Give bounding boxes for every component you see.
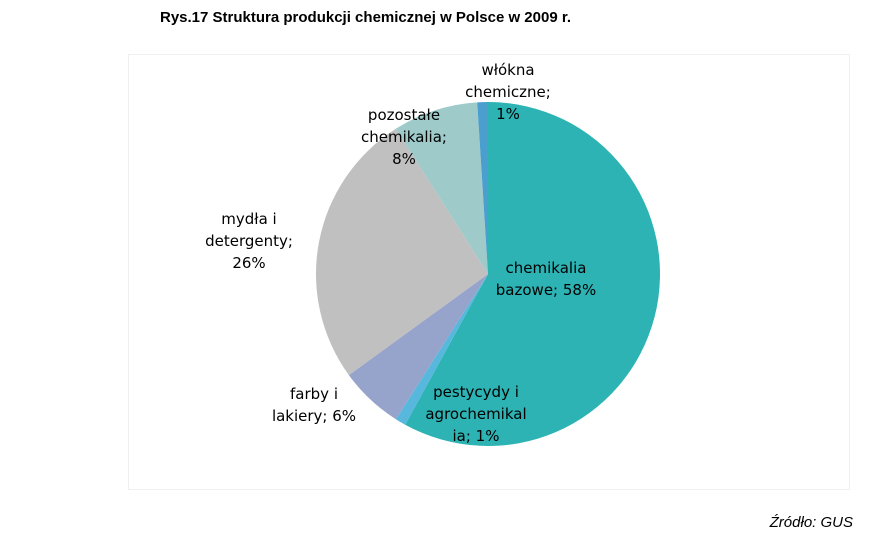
- slice-label-line: 1%: [496, 105, 520, 123]
- slice-label-line: pozostałe: [367, 106, 441, 124]
- slice-label-0: chemikalia bazowe; 58%: [496, 257, 596, 301]
- pie-slice-0: [405, 102, 661, 446]
- slice-label-line: detergenty;: [205, 232, 293, 250]
- slice-label-line: bazowe; 58%: [495, 281, 597, 299]
- slice-label-line: agrochemikal: [425, 405, 527, 423]
- pie-slice-4: [395, 102, 488, 274]
- slice-label-line: chemiczne;: [465, 83, 551, 101]
- pie-slice-3: [316, 128, 488, 376]
- slice-label-line: mydła i: [221, 210, 277, 228]
- slice-label-line: chemikalia: [505, 259, 587, 277]
- slice-label-line: farby i: [290, 385, 338, 403]
- slice-label-line: włókna: [481, 61, 535, 79]
- slice-label-3: mydła i detergenty; 26%: [205, 208, 293, 274]
- slice-label-5: włókna chemiczne; 1%: [465, 59, 551, 125]
- slice-label-4: pozostałe chemikalia; 8%: [361, 104, 447, 170]
- pie-slice-2: [348, 274, 488, 420]
- chart-area: [128, 54, 850, 490]
- slice-label-1: pestycydy i agrochemikal ia; 1%: [425, 381, 526, 447]
- slice-label-line: chemikalia;: [361, 128, 447, 146]
- slice-label-line: lakiery; 6%: [271, 407, 357, 425]
- slice-label-line: 26%: [232, 254, 266, 272]
- slice-label-line: 8%: [392, 150, 416, 168]
- slice-label-line: ia; 1%: [452, 427, 500, 445]
- pie-slice-5: [477, 102, 488, 274]
- chart-title: Rys.17 Struktura produkcji chemicznej w …: [160, 9, 572, 26]
- pie-slice-1: [395, 274, 488, 425]
- slice-label-2: farby i lakiery; 6%: [272, 383, 356, 427]
- slice-label-line: pestycydy i: [433, 383, 519, 401]
- source-note: Źródło: GUS: [769, 514, 853, 531]
